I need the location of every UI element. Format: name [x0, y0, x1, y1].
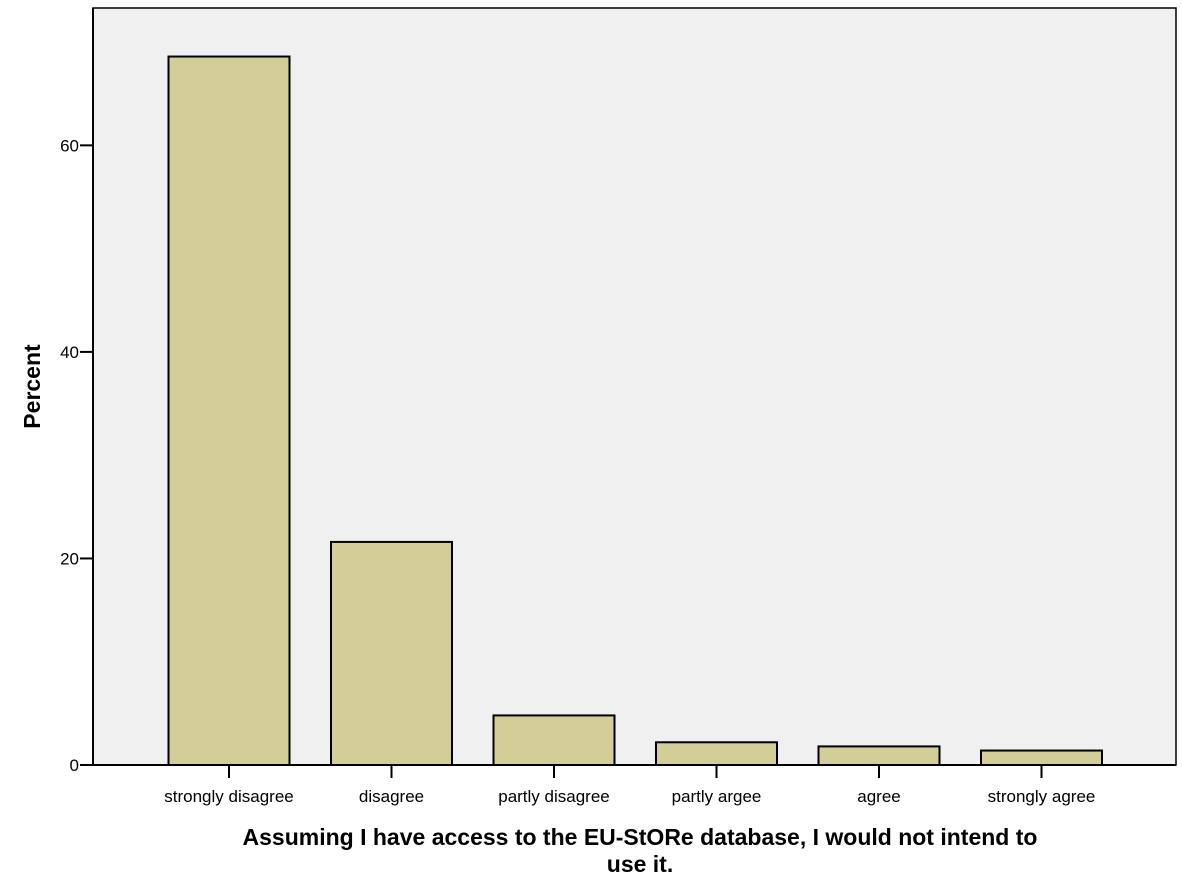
- x-tick-label-strongly-disagree: strongly disagree: [164, 787, 293, 806]
- ticks-layer: 0 20 40 60 strongly disagree disagree partly d…: [60, 136, 1095, 806]
- bars-layer: [167, 55, 1103, 767]
- x-tick-label-strongly-agree: strongly agree: [988, 787, 1096, 806]
- bar-strongly-agree: [980, 749, 1103, 767]
- x-axis-title-line-1: Assuming I have access to the EU-StORe d…: [243, 824, 1038, 850]
- y-axis-title: Percent: [19, 344, 45, 429]
- bar-disagree: [330, 540, 453, 766]
- x-tick-label-agree: agree: [857, 787, 900, 806]
- bar-agree: [817, 745, 941, 767]
- y-tick-label-20: 20: [60, 549, 79, 568]
- y-tick-label-0: 0: [70, 756, 79, 775]
- bar-partly-argee: [655, 741, 778, 766]
- bar-strongly-disagree: [167, 55, 291, 766]
- x-tick-label-disagree: disagree: [359, 787, 424, 806]
- y-tick-label-40: 40: [60, 343, 79, 362]
- x-axis-title-line-2: use it.: [607, 851, 673, 877]
- x-tick-label-partly-argee: partly argee: [672, 787, 762, 806]
- y-tick-label-60: 60: [60, 136, 79, 155]
- axes-layer: [92, 8, 1176, 766]
- x-tick-label-partly-disagree: partly disagree: [498, 787, 610, 806]
- bar-partly-disagree: [492, 714, 616, 767]
